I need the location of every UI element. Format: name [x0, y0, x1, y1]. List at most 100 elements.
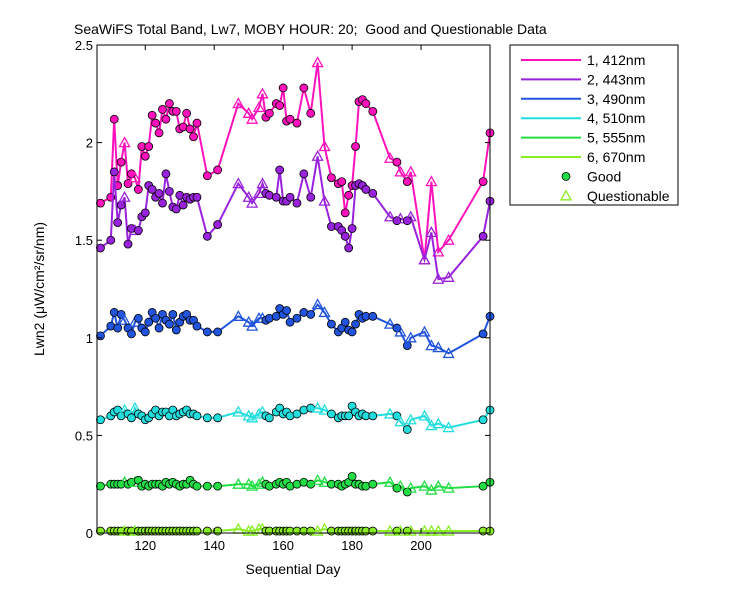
data-point-good: [192, 192, 202, 202]
legend-label: 4, 510nm: [587, 110, 645, 126]
data-point-questionable: [256, 177, 269, 189]
data-point-good: [275, 165, 285, 175]
data-point-good: [264, 413, 274, 423]
data-point-questionable: [432, 272, 445, 284]
y-tick-label: 1: [86, 331, 93, 346]
data-point-good: [202, 413, 212, 423]
data-point-good: [96, 526, 105, 536]
data-point-good: [292, 198, 302, 208]
data-point-good: [96, 331, 105, 341]
data-point-good: [202, 481, 212, 491]
data-point-questionable: [404, 210, 417, 222]
data-point-good: [292, 118, 302, 128]
y-tick-label: 1.5: [75, 233, 93, 248]
data-point-questionable: [404, 524, 417, 536]
data-point-questionable: [432, 417, 445, 429]
data-point-good: [337, 177, 347, 187]
data-point-good: [213, 165, 223, 175]
data-point-good: [171, 325, 181, 335]
data-point-good: [140, 208, 150, 218]
series-2: [96, 149, 495, 284]
data-point-questionable: [432, 341, 445, 353]
data-point-good: [347, 471, 357, 481]
data-point-good: [299, 83, 309, 93]
data-point-good: [402, 425, 412, 434]
data-point-good: [285, 114, 295, 124]
data-point-good: [285, 317, 295, 327]
data-point-good: [361, 99, 371, 108]
data-point-good: [368, 526, 378, 536]
data-point-good: [275, 101, 285, 110]
data-point-good: [478, 329, 488, 339]
data-point-good: [154, 323, 164, 333]
data-point-good: [164, 99, 174, 108]
data-point-good: [340, 231, 350, 241]
data-point-good: [306, 108, 316, 118]
data-point-good: [347, 224, 357, 233]
data-point-good: [96, 243, 105, 253]
data-point-good: [340, 317, 350, 327]
data-point-good: [306, 192, 316, 202]
series-line: [99, 156, 491, 281]
data-point-good: [147, 110, 157, 120]
data-point-good: [361, 185, 371, 194]
data-point-good: [144, 317, 154, 327]
data-point-questionable: [442, 524, 455, 536]
data-point-good: [123, 239, 133, 249]
data-point-good: [213, 481, 223, 491]
legend-questionable-label: Questionable: [587, 188, 670, 204]
data-point-good: [168, 309, 178, 319]
data-point-questionable: [252, 477, 266, 489]
data-point-good: [144, 142, 154, 151]
data-point-questionable: [442, 270, 455, 282]
data-point-good: [264, 108, 274, 118]
data-point-good: [282, 306, 292, 315]
data-point-good: [478, 177, 488, 187]
data-point-good: [213, 220, 223, 229]
data-point-good: [299, 169, 309, 179]
data-point-questionable: [442, 347, 455, 359]
data-point-good: [392, 411, 402, 421]
data-point-questionable: [394, 165, 407, 177]
axis-ticks: 120 140 160 180 200 0 0.5 1 1.5 2 2.5: [75, 38, 490, 553]
data-point-questionable: [232, 177, 245, 189]
data-point-questionable: [246, 524, 259, 536]
plot-area: [96, 56, 495, 536]
data-point-questionable: [383, 210, 397, 222]
data-point-questionable: [394, 479, 407, 491]
data-point-questionable: [242, 106, 255, 118]
data-point-good: [344, 190, 354, 200]
data-point-good: [327, 409, 336, 419]
data-point-questionable: [442, 233, 455, 245]
data-point-questionable: [418, 409, 431, 421]
data-point-questionable: [246, 112, 259, 124]
data-point-good: [158, 198, 167, 208]
data-point-good: [133, 313, 143, 323]
data-point-questionable: [383, 151, 397, 163]
data-point-questionable: [404, 165, 417, 177]
data-point-good: [171, 106, 181, 116]
data-point-good: [344, 243, 354, 253]
data-point-questionable: [394, 212, 407, 224]
data-point-questionable: [246, 196, 259, 208]
y-tick-label: 0: [86, 526, 93, 541]
data-point-good: [292, 313, 302, 323]
data-point-good: [116, 200, 126, 210]
data-point-questionable: [311, 401, 324, 413]
data-point-questionable: [118, 190, 131, 202]
data-point-good: [368, 479, 378, 489]
x-tick-label: 180: [341, 538, 363, 553]
data-point-good: [202, 327, 212, 337]
data-point-questionable: [425, 226, 438, 238]
data-point-questionable: [232, 97, 245, 109]
x-axis-label: Sequential Day: [246, 561, 341, 577]
data-point-good: [351, 319, 360, 329]
data-point-good: [392, 157, 402, 167]
data-point-good: [192, 526, 202, 536]
series-4: [96, 401, 495, 434]
data-point-good: [347, 327, 357, 337]
data-point-good: [402, 177, 412, 187]
data-point-questionable: [404, 481, 417, 493]
data-point-good: [164, 319, 174, 329]
data-point-good: [116, 309, 126, 319]
